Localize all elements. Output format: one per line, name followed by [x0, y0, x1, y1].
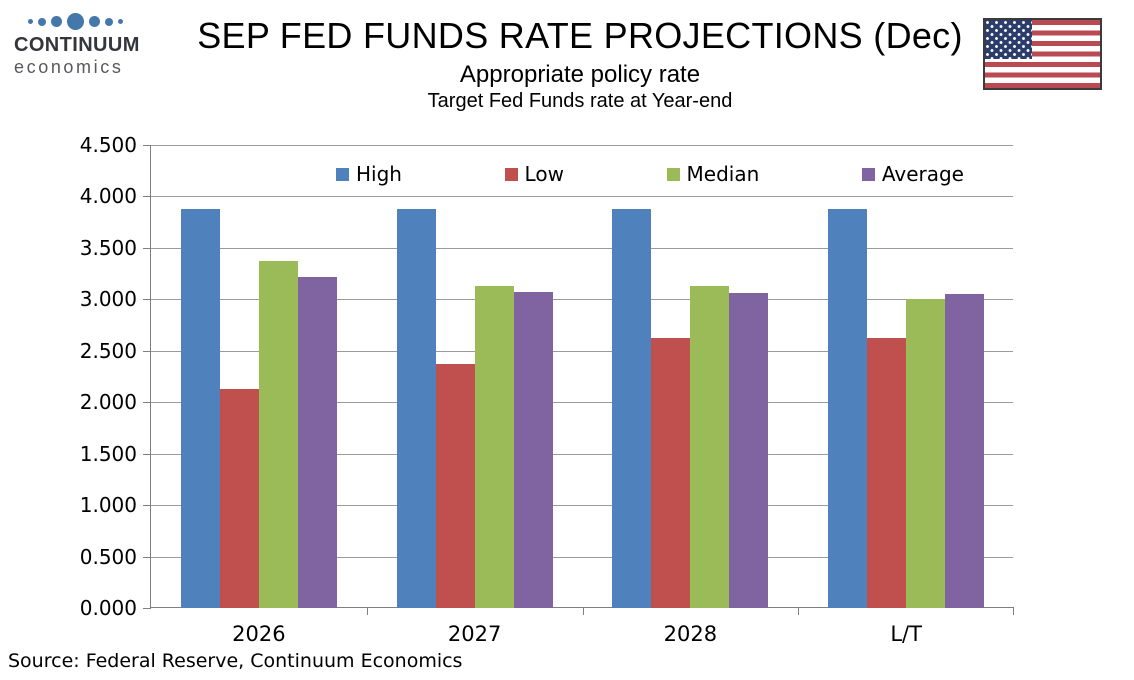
y-axis-label: 3.000 [79, 287, 137, 312]
x-axis-tick [582, 607, 584, 615]
y-axis-tick [143, 453, 151, 455]
y-axis-tick [143, 196, 151, 198]
y-axis-label: 0.500 [79, 544, 137, 569]
legend-marker-median-icon [666, 167, 680, 181]
gridline [151, 350, 1013, 352]
bar-low-lt [867, 337, 907, 608]
y-axis-tick [143, 608, 151, 609]
y-axis-tick [143, 247, 151, 249]
y-axis-tick [143, 402, 151, 404]
y-axis-label: 2.000 [79, 390, 137, 415]
legend-label-median: Median [686, 162, 760, 186]
logo-dot [27, 19, 33, 24]
chart-subtitle2: Target Fed Funds rate at Year-end [427, 90, 733, 112]
logo-dot [50, 16, 62, 27]
logo-dots-icon [14, 12, 136, 31]
bar-median-2026 [258, 260, 298, 608]
gridline [151, 505, 1013, 507]
logo-name: CONTINUUM [14, 34, 140, 56]
y-axis-label: 3.500 [79, 235, 137, 260]
y-axis-tick [143, 145, 151, 146]
chart-subtitle: Appropriate policy rate [459, 61, 701, 88]
bar-high-lt [828, 209, 868, 608]
gridline [151, 247, 1013, 249]
legend-label-average: Average [881, 162, 964, 186]
gridline [151, 196, 1013, 198]
y-axis-label: 1.500 [79, 441, 137, 466]
y-axis-tick [143, 505, 151, 507]
bar-low-2028 [651, 337, 691, 608]
us-flag-icon [983, 18, 1102, 90]
logo-dot [104, 17, 113, 26]
legend-marker-low-icon [504, 167, 518, 181]
legend-item-median: Median [666, 162, 760, 186]
source-note: Source: Federal Reserve, Continuum Econo… [8, 650, 463, 672]
bar-average-2028 [729, 293, 769, 608]
legend-label-high: High [356, 162, 402, 186]
bar-high-2026 [180, 209, 220, 608]
chart-title: SEP FED FUNDS RATE PROJECTIONS (Dec) [197, 15, 963, 56]
continuum-logo: CONTINUUM economics [14, 12, 150, 78]
legend-marker-average-icon [861, 167, 875, 181]
y-axis-label: 1.000 [79, 493, 137, 518]
bar-high-2027 [396, 209, 436, 608]
bar-low-2027 [435, 363, 475, 608]
x-axis-label: L/T [890, 622, 922, 646]
y-axis-label: 2.500 [79, 338, 137, 363]
y-axis-label: 4.000 [79, 184, 137, 209]
legend-label-low: Low [524, 162, 564, 186]
y-axis-label: 0.000 [79, 596, 137, 620]
y-axis-label: 4.500 [79, 133, 137, 157]
gridline [151, 402, 1013, 404]
gridline [151, 453, 1013, 455]
y-axis-tick [143, 350, 151, 352]
legend: High Low Median Average [336, 162, 964, 186]
y-axis-tick [143, 556, 151, 558]
bar-median-2027 [474, 286, 514, 608]
flag-canton [985, 20, 1032, 59]
logo-dot [37, 17, 46, 26]
x-axis-label: 2027 [447, 622, 502, 646]
bar-average-2027 [513, 292, 553, 608]
bar-average-2026 [297, 276, 337, 608]
title-block: SEP FED FUNDS RATE PROJECTIONS (Dec) App… [140, 16, 1020, 113]
bar-average-lt [945, 294, 985, 608]
legend-marker-high-icon [336, 167, 349, 181]
bar-chart-plot-area: 0.000 0.500 1.000 1.500 2.000 2.500 3.000 3.500… [80, 133, 1014, 646]
gridline [151, 299, 1013, 301]
bar-median-2028 [690, 286, 730, 608]
bar-high-2028 [612, 209, 652, 608]
logo-dot [66, 13, 84, 30]
legend-item-low: Low [504, 162, 564, 186]
gridline [151, 556, 1013, 558]
x-axis-tick [366, 607, 368, 615]
logo-dot [88, 16, 100, 27]
x-axis-label: 2028 [663, 622, 718, 646]
x-axis-tick [798, 607, 800, 615]
x-axis-label: 2026 [232, 622, 286, 646]
logo-subname: economics [14, 57, 124, 77]
y-axis-tick [143, 299, 151, 301]
bar-low-2026 [219, 389, 259, 608]
legend-item-high: High [336, 162, 402, 186]
bar-median-lt [906, 299, 946, 608]
legend-item-average: Average [861, 162, 964, 186]
x-axis-tick [1013, 607, 1014, 615]
logo-dot [117, 19, 123, 24]
gridline [151, 145, 1013, 146]
